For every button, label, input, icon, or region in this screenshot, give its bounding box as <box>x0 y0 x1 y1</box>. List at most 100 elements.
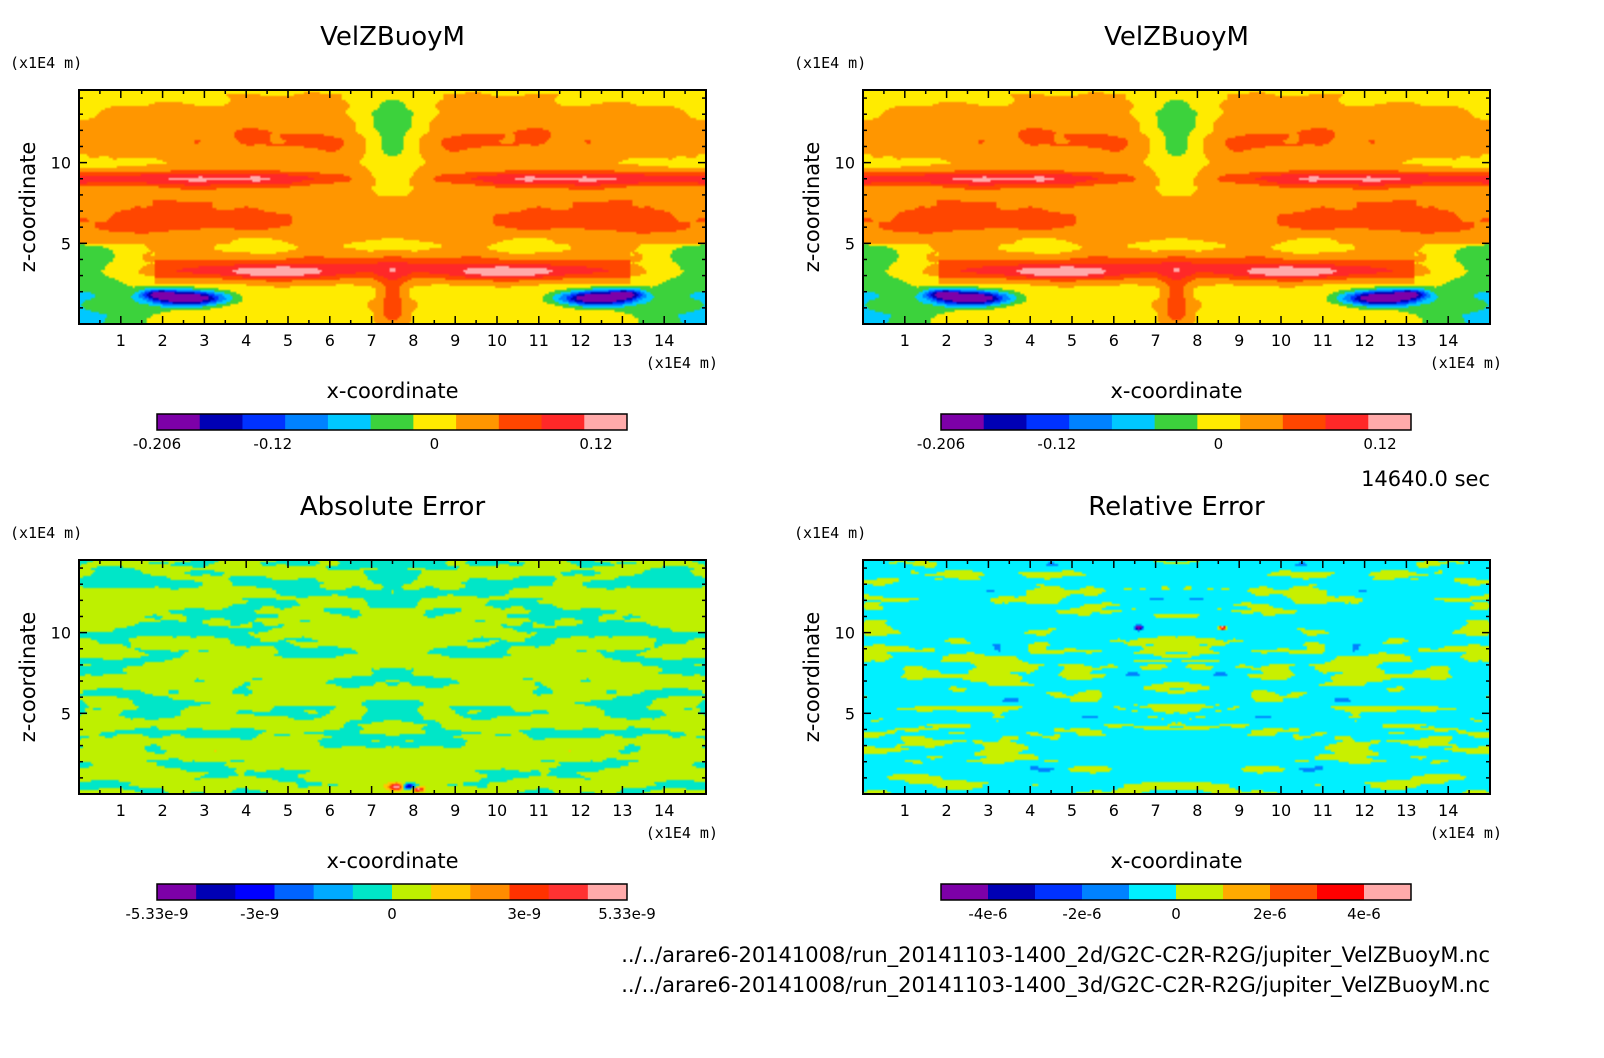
heatmap-field <box>79 90 706 324</box>
x-unit-label: (x1E4 m) <box>646 824 718 842</box>
colorbar-segment <box>157 414 201 430</box>
x-tick-label: 9 <box>450 331 460 350</box>
colorbar-segment <box>1069 414 1113 430</box>
colorbar-segment <box>157 884 197 900</box>
colorbar-tick-label: 5.33e-9 <box>598 905 656 923</box>
x-tick-label: 13 <box>612 801 632 820</box>
x-tick-label: 13 <box>612 331 632 350</box>
x-tick-label: 12 <box>1354 331 1374 350</box>
colorbar-segment <box>1325 414 1369 430</box>
x-tick-label: 13 <box>1396 801 1416 820</box>
colorbar-segment <box>941 414 985 430</box>
x-tick-label: 1 <box>900 331 910 350</box>
colorbar-segment <box>1082 884 1130 900</box>
x-tick-label: 14 <box>1438 801 1458 820</box>
panel-4: Relative Error(x1E4 m)1 2 3 4 5 6 7 8 9 10 11 12 13 1… <box>794 492 1502 923</box>
x-tick-label: 3 <box>199 801 209 820</box>
colorbar-tick-label: -0.12 <box>1037 435 1076 453</box>
x-tick-label: 2 <box>158 801 168 820</box>
colorbar-segment <box>370 414 414 430</box>
colorbar-segment <box>352 884 393 900</box>
x-tick-label: 11 <box>529 801 549 820</box>
colorbar-segment <box>587 884 628 900</box>
colorbar-segment <box>1154 414 1198 430</box>
colorbar-segment <box>1176 884 1224 900</box>
y-unit-label: (x1E4 m) <box>794 54 866 72</box>
colorbar-segment <box>1317 884 1365 900</box>
x-tick-label: 7 <box>1151 331 1161 350</box>
x-tick-label: 8 <box>1192 331 1202 350</box>
x-tick-label: 4 <box>241 801 251 820</box>
colorbar-segment <box>541 414 585 430</box>
y-tick-label: 10 <box>51 154 71 173</box>
x-tick-label: 2 <box>942 801 952 820</box>
x-tick-label: 7 <box>367 331 377 350</box>
panel-1: VelZBuoyM(x1E4 m)1 2 3 4 5 6 7 8 9 10 11 12 13 14510(… <box>10 22 718 453</box>
y-tick-label: 5 <box>845 704 855 723</box>
colorbar-segment <box>470 884 510 900</box>
x-tick-label: 10 <box>487 331 507 350</box>
colorbar-segment <box>584 414 628 430</box>
colorbar-tick-label: 0.12 <box>1363 435 1396 453</box>
y-tick-label: 5 <box>61 704 71 723</box>
x-tick-label: 8 <box>1192 801 1202 820</box>
colorbar-frame <box>156 413 628 431</box>
time-label: 14640.0 sec <box>1361 467 1490 491</box>
x-tick-label: 11 <box>529 331 549 350</box>
x-unit-label: (x1E4 m) <box>646 354 718 372</box>
x-tick-label: 6 <box>1109 801 1119 820</box>
colorbar-tick-label: 0.12 <box>579 435 612 453</box>
colorbar-tick-label: -0.206 <box>133 435 181 453</box>
colorbar-segment <box>456 414 500 430</box>
heatmap-field <box>79 560 706 794</box>
x-tick-label: 13 <box>1396 331 1416 350</box>
colorbar-segment <box>1364 884 1412 900</box>
x-tick-label: 10 <box>1271 801 1291 820</box>
y-tick-label: 5 <box>61 234 71 253</box>
colorbar-tick-label: 0 <box>1171 905 1181 923</box>
y-tick-label: 10 <box>51 624 71 643</box>
colorbar-segment <box>509 884 550 900</box>
colorbar-segment <box>1223 884 1271 900</box>
x-tick-label: 12 <box>570 331 590 350</box>
colorbar-tick-label: -0.206 <box>917 435 965 453</box>
colorbar-tick-label: 4e-6 <box>1347 905 1381 923</box>
x-tick-label: 2 <box>158 331 168 350</box>
x-tick-label: 4 <box>241 331 251 350</box>
y-unit-label: (x1E4 m) <box>10 524 82 542</box>
x-tick-label: 5 <box>283 801 293 820</box>
x-tick-label: 7 <box>367 801 377 820</box>
colorbar-segment <box>392 884 432 900</box>
colorbar-frame <box>940 883 1412 901</box>
x-tick-label: 8 <box>408 801 418 820</box>
colorbar-segment <box>1026 414 1070 430</box>
x-axis-label: x-coordinate <box>326 379 458 403</box>
colorbar-segment <box>1240 414 1284 430</box>
x-tick-label: 5 <box>1067 801 1077 820</box>
plot-title: VelZBuoyM <box>1104 22 1249 52</box>
y-unit-label: (x1E4 m) <box>794 524 866 542</box>
x-tick-label: 4 <box>1025 801 1035 820</box>
x-tick-label: 9 <box>1234 331 1244 350</box>
x-tick-label: 3 <box>983 331 993 350</box>
x-unit-label: (x1E4 m) <box>1430 354 1502 372</box>
y-axis-label: z-coordinate <box>16 612 40 743</box>
plot-title: Absolute Error <box>300 492 486 522</box>
x-tick-label: 5 <box>1067 331 1077 350</box>
colorbar-tick-label: 0 <box>387 905 397 923</box>
colorbar-segment <box>1035 884 1083 900</box>
colorbar-segment <box>313 884 354 900</box>
y-axis-label: z-coordinate <box>800 612 824 743</box>
x-tick-label: 1 <box>116 801 126 820</box>
colorbar-segment <box>274 884 315 900</box>
colorbar-tick-label: 2e-6 <box>1253 905 1287 923</box>
colorbar-segment <box>1129 884 1177 900</box>
panel-2: VelZBuoyM(x1E4 m)1 2 3 4 5 6 7 8 9 10 11 12 13 14510(… <box>794 22 1502 453</box>
colorbar-tick-label: -0.12 <box>253 435 292 453</box>
colorbar-segment <box>983 414 1027 430</box>
x-axis-label: x-coordinate <box>1110 849 1242 873</box>
x-tick-label: 11 <box>1313 801 1333 820</box>
x-tick-label: 14 <box>654 801 674 820</box>
colorbar-segment <box>1270 884 1318 900</box>
